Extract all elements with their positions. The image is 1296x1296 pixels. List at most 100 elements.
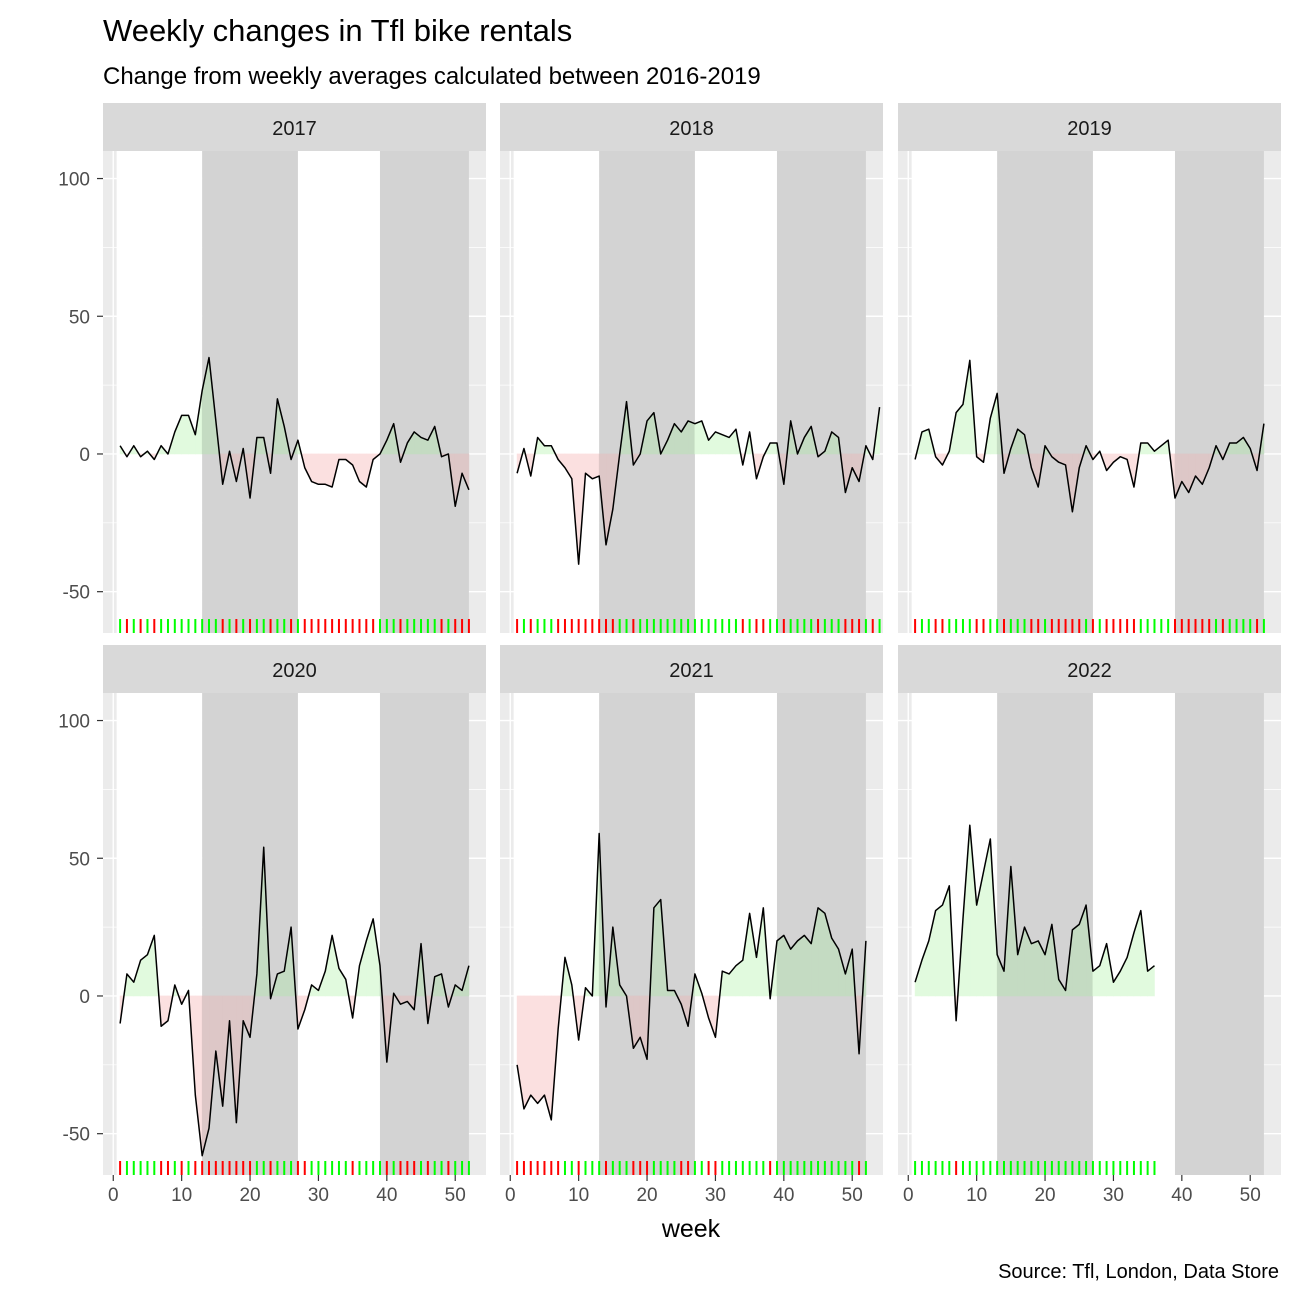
quarter-band-shaded bbox=[202, 151, 298, 633]
area-above-average bbox=[935, 904, 943, 997]
x-tick-label: 10 bbox=[568, 1185, 589, 1206]
chart-caption: Source: Tfl, London, Data Store bbox=[998, 1261, 1279, 1283]
facet-strip-label: 2017 bbox=[272, 118, 317, 140]
facet-strip bbox=[898, 103, 1281, 151]
quarter-band-light bbox=[1092, 151, 1175, 633]
area-above-average bbox=[687, 420, 696, 455]
facet-strip bbox=[500, 645, 883, 693]
quarter-band-light bbox=[116, 693, 203, 1175]
area-below-average bbox=[324, 453, 333, 488]
rug-marks bbox=[119, 1161, 470, 1175]
rug-marks bbox=[516, 619, 881, 633]
series-line bbox=[516, 832, 867, 1121]
quarter-band-shaded bbox=[379, 151, 469, 633]
area-above-average bbox=[721, 970, 730, 997]
quarter-band-shaded bbox=[997, 151, 1093, 633]
facet-strip-label: 2019 bbox=[1067, 118, 1112, 140]
quarter-band-shaded bbox=[202, 693, 298, 1175]
y-tick-label: 50 bbox=[69, 307, 90, 328]
rug-marks bbox=[914, 619, 1265, 633]
quarter-band-light bbox=[116, 151, 203, 633]
area-above-average bbox=[921, 428, 930, 455]
x-tick-label: 40 bbox=[376, 1185, 397, 1206]
x-axis-title: week bbox=[661, 1215, 721, 1243]
area-above-average bbox=[790, 940, 798, 997]
y-tick-label: 0 bbox=[79, 445, 90, 466]
quarter-band-shaded bbox=[1174, 693, 1264, 1175]
series-line bbox=[914, 824, 1155, 1022]
area-above-average bbox=[694, 420, 703, 455]
area-above-average bbox=[715, 431, 723, 455]
x-tick-label: 20 bbox=[1034, 1185, 1055, 1206]
y-tick-label: -50 bbox=[63, 1125, 90, 1146]
facet-2020: 2020 -50 0 50 100 0 10 20 30 40 50 bbox=[58, 645, 486, 1206]
area-above-average bbox=[769, 442, 778, 455]
quarter-band-shaded bbox=[1174, 151, 1264, 633]
area-below-average bbox=[592, 453, 600, 480]
area-above-average bbox=[1031, 940, 1039, 997]
x-tick-label: 30 bbox=[308, 1185, 329, 1206]
quarter-band-shaded bbox=[776, 151, 866, 633]
rug-marks bbox=[119, 619, 470, 633]
area-below-average bbox=[338, 453, 347, 460]
area-below-average bbox=[523, 995, 532, 1110]
x-tick-label: 30 bbox=[1103, 1185, 1124, 1206]
x-tick-label: 0 bbox=[505, 1185, 516, 1206]
quarter-band-light bbox=[297, 151, 380, 633]
x-tick-label: 10 bbox=[171, 1185, 192, 1206]
area-above-average bbox=[181, 415, 189, 455]
facet-strip bbox=[103, 103, 486, 151]
facet-2017: 2017 -50 0 50 100 bbox=[58, 103, 486, 633]
area-above-average bbox=[140, 954, 148, 997]
area-above-average bbox=[1140, 442, 1148, 455]
series-line bbox=[119, 846, 470, 1157]
y-tick-label: 0 bbox=[79, 987, 90, 1008]
y-tick-label: 50 bbox=[69, 849, 90, 870]
x-tick-label: 40 bbox=[1171, 1185, 1192, 1206]
facet-2019: 2019 bbox=[898, 103, 1281, 633]
facet-strip-label: 2021 bbox=[669, 660, 714, 682]
area-below-average bbox=[311, 453, 319, 485]
area-below-average bbox=[530, 995, 538, 1105]
series-line bbox=[914, 359, 1265, 513]
x-tick-label: 20 bbox=[636, 1185, 657, 1206]
x-tick-label: 0 bbox=[903, 1185, 914, 1206]
facet-strip-label: 2020 bbox=[272, 660, 317, 682]
facet-strip-label: 2018 bbox=[669, 118, 714, 140]
facet-strip bbox=[500, 103, 883, 151]
quarter-band-shaded bbox=[379, 693, 469, 1175]
quarter-band-shaded bbox=[599, 693, 695, 1175]
facet-strip bbox=[103, 645, 486, 693]
area-above-average bbox=[434, 973, 442, 997]
area-above-average bbox=[667, 990, 675, 997]
area-below-average bbox=[537, 995, 545, 1105]
x-tick-label: 50 bbox=[1240, 1185, 1261, 1206]
area-above-average bbox=[1229, 442, 1237, 455]
y-tick-label: 100 bbox=[58, 712, 90, 733]
facet-strip-label: 2022 bbox=[1067, 660, 1112, 682]
facet-2018: 2018 bbox=[500, 103, 883, 633]
y-tick-label: 100 bbox=[58, 170, 90, 191]
area-above-average bbox=[1072, 923, 1080, 997]
quarter-band-shaded bbox=[599, 151, 695, 633]
chart-title: Weekly changes in Tfl bike rentals bbox=[103, 13, 572, 48]
area-below-average bbox=[318, 453, 326, 485]
area-above-average bbox=[817, 907, 826, 997]
facet-2021: 2021 0 10 20 30 40 50 bbox=[500, 645, 883, 1206]
area-above-average bbox=[544, 445, 552, 455]
rug-marks bbox=[516, 1161, 867, 1175]
area-above-average bbox=[804, 934, 812, 997]
facet-strip bbox=[898, 645, 1281, 693]
x-tick-label: 50 bbox=[842, 1185, 863, 1206]
area-above-average bbox=[256, 437, 265, 455]
x-tick-label: 50 bbox=[445, 1185, 466, 1206]
facet-2022: 2022 0 10 20 30 40 50 bbox=[898, 645, 1281, 1206]
quarter-band-light bbox=[297, 693, 380, 1175]
y-tick-label: -50 bbox=[63, 583, 90, 604]
quarter-band-light bbox=[694, 151, 777, 633]
chart-subtitle: Change from weekly averages calculated b… bbox=[103, 63, 761, 90]
area-above-average bbox=[277, 970, 285, 997]
quarter-band-light bbox=[513, 151, 600, 633]
